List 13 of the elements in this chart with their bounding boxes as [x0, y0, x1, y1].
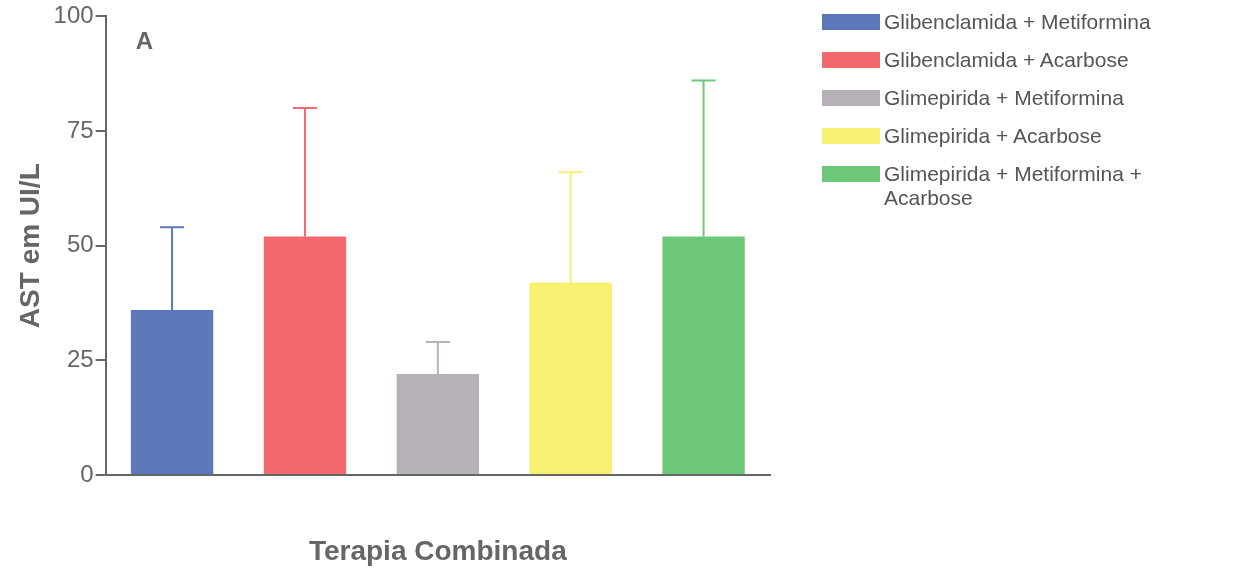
y-tick-label: 50	[66, 230, 94, 258]
y-tick-label: 75	[66, 115, 94, 143]
y-tick-label: 0	[80, 459, 94, 487]
annotation: A	[135, 27, 153, 55]
y-axis-title: AST em UI/L	[13, 163, 45, 329]
legend-label: Glibenclamida + Metiformina	[884, 10, 1151, 34]
legend-label: Glimepirida + Acarbose	[884, 124, 1102, 148]
legend-label: Glibenclamida + Acarbose	[884, 48, 1129, 72]
legend-label: Glimepirida + Metiformina	[884, 86, 1124, 110]
y-tick-label: 100	[53, 1, 94, 29]
y-tick-label: 25	[66, 344, 94, 372]
x-axis-title: Terapia Combinada	[308, 534, 568, 566]
legend-label: Glimepirida + Metiformina + Acarbose	[884, 162, 1143, 210]
